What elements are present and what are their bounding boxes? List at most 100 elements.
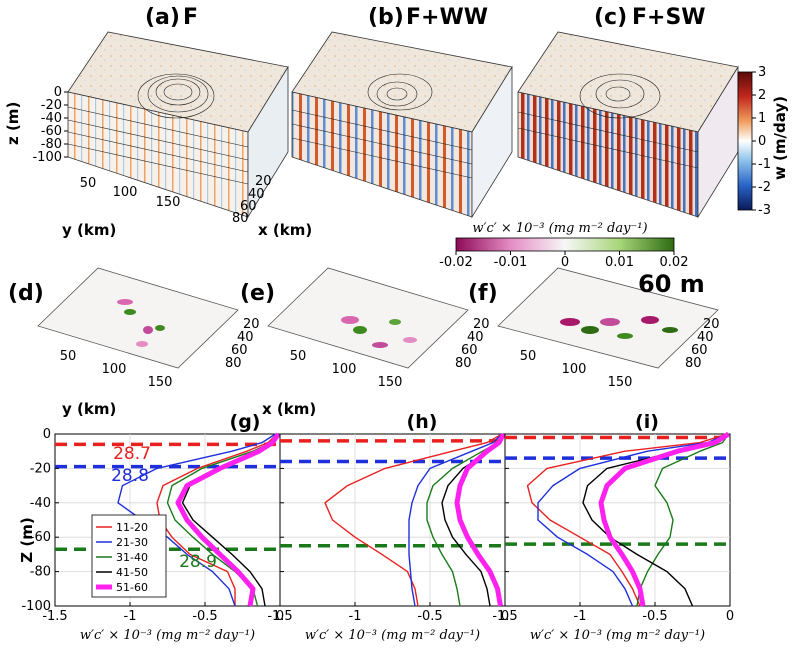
w-tick-label: 1 xyxy=(758,111,766,126)
flux-tick-label: 0.01 xyxy=(605,255,634,270)
depth-label: 60 m xyxy=(638,270,705,298)
panel-flux-d xyxy=(37,267,239,369)
z-tick-label: -60 xyxy=(41,124,62,139)
series-line-51-60 xyxy=(454,432,506,607)
x-tick-label: -1.5 xyxy=(267,609,292,624)
flux-x-tick: 60 xyxy=(691,343,708,358)
panel-flux-f xyxy=(497,267,719,369)
flux-x-tick: 60 xyxy=(461,343,478,358)
panel-d-label: (d) xyxy=(8,281,44,306)
y-tick-label: 100 xyxy=(113,185,138,200)
flux-colorbar-label: w′c′ × 10⁻³ (mg m⁻² day⁻¹) xyxy=(472,221,647,236)
x-tick-label: -1.5 xyxy=(42,609,67,624)
profile-panel-g: (g) -1.5 -1 -0.5 0 0 -20 -40 -60 -80 -100 w′c′ × 10… xyxy=(21,411,284,643)
w-tick-label: 2 xyxy=(758,88,766,103)
w-colorbar-label: w (m/day) xyxy=(771,96,789,180)
profile-x-label: w′c′ × 10⁻³ (mg m⁻² day⁻¹) xyxy=(530,628,705,643)
panel-flux-e xyxy=(267,267,469,369)
x-tick-label: 60 xyxy=(240,199,257,214)
flux-y-tick: 100 xyxy=(562,362,587,377)
profile-panel-label: (i) xyxy=(635,411,659,433)
flux-plane-f xyxy=(497,267,719,369)
z-tick-label: 0 xyxy=(54,85,62,100)
legend: 11-20 21-30 31-40 41-50 51-60 xyxy=(91,514,167,598)
isopycnal-label: 28.7 xyxy=(113,444,151,464)
z-axis-label: z (m) xyxy=(4,102,22,145)
flux-x-tick: 60 xyxy=(231,343,248,358)
z-tick-label: -40 xyxy=(41,111,62,126)
panel-f-label: (f) xyxy=(468,281,498,306)
contour-lines xyxy=(291,73,473,179)
legend-item-label: 21-30 xyxy=(116,536,148,549)
legend-item-label: 41-50 xyxy=(116,566,148,579)
isopycnal-label: 28.8 xyxy=(111,466,149,486)
legend-item-label: 11-20 xyxy=(116,521,148,534)
flux-y-tick: 100 xyxy=(332,362,357,377)
flux-x-tick: 40 xyxy=(237,330,254,345)
flux-x-tick: 20 xyxy=(243,317,260,332)
flux-tick-label: 0.02 xyxy=(660,255,689,270)
x-tick-label: 80 xyxy=(232,211,249,226)
x-tick-label: 0 xyxy=(726,609,734,624)
panel-a-label: (a) xyxy=(145,5,180,30)
flux-x-tick: 80 xyxy=(685,356,702,371)
flux-blobs-d xyxy=(117,299,165,347)
profile-panel-h: (h) -1.5 -1 -0.5 0 w′c′ × 10⁻³ (mg m⁻² day⁻¹) xyxy=(267,411,509,643)
x-tick-label: -1 xyxy=(574,609,587,624)
flux-blobs-e xyxy=(341,316,417,348)
x-axis-label: x (km) xyxy=(258,221,312,239)
panel-3d-c xyxy=(517,31,739,219)
flux-x-tick: 40 xyxy=(697,330,714,345)
profile-x-label: w′c′ × 10⁻³ (mg m⁻² day⁻¹) xyxy=(305,628,480,643)
w-colorbar-ticks: 3 2 1 0 -1 -2 -3 xyxy=(752,65,771,218)
flux-y-tick: 100 xyxy=(102,362,127,377)
w-tick-label: -1 xyxy=(758,157,771,172)
flux-plane-d xyxy=(37,267,239,369)
w-colorbar xyxy=(737,71,753,211)
block-side-face xyxy=(247,65,289,219)
series-line-51-60 xyxy=(598,431,730,607)
profile-panel-label: (h) xyxy=(407,411,438,433)
z-axis-ticks: 0-20-40-60-80-100 xyxy=(32,85,68,165)
series-line-31-40 xyxy=(636,433,730,607)
flux-tick-label: -0.02 xyxy=(439,255,473,270)
flux-x-tick: 80 xyxy=(455,356,472,371)
legend-item-label: 51-60 xyxy=(116,581,148,594)
flux-x-tick: 80 xyxy=(225,356,242,371)
y-axis-ticks: 50 100 150 xyxy=(80,176,181,210)
panel-b-label: (b) xyxy=(368,5,404,30)
y-tick-label: 150 xyxy=(156,195,181,210)
series-line-21-30 xyxy=(408,433,503,607)
profile-panel-i: (i) -1.5 -1 -0.5 0 w′c′ × 10⁻³ (mg m⁻² day⁻¹) xyxy=(492,411,734,643)
profile-x-label: w′c′ × 10⁻³ (mg m⁻² day⁻¹) xyxy=(80,628,255,643)
flux-x-tick: 20 xyxy=(473,317,490,332)
z-tick-label: -80 xyxy=(41,137,62,152)
flux-tick-label: 0 xyxy=(561,255,569,270)
panel-c-title: F+SW xyxy=(632,5,706,30)
flux-colorbar-ticks: -0.02 -0.01 0 0.01 0.02 xyxy=(439,251,688,270)
y-tick-label: -80 xyxy=(30,565,51,580)
y-tick-label: -100 xyxy=(21,599,51,614)
x-tick-label: 0 xyxy=(501,609,509,624)
y-tick-label: 50 xyxy=(80,176,97,191)
plot-area xyxy=(279,433,506,607)
y-tick-label: 0 xyxy=(43,427,51,442)
series-line-21-30 xyxy=(537,433,728,607)
x-tick-label: -1 xyxy=(124,609,137,624)
w-tick-label: 0 xyxy=(758,134,766,149)
flux-plane-e xyxy=(267,267,469,369)
panel-3d-a xyxy=(67,31,289,219)
x-tick-label: 0 xyxy=(276,609,284,624)
series-line-51-60 xyxy=(175,432,281,607)
flux-y-tick: 50 xyxy=(60,349,77,364)
flux-x-tick: 40 xyxy=(467,330,484,345)
contour-lines xyxy=(67,73,249,185)
isopycnal-label: 28.9 xyxy=(179,552,217,572)
panel-3d-b xyxy=(291,31,513,219)
x-tick-label: -1.5 xyxy=(492,609,517,624)
panel-b-title: F+WW xyxy=(406,5,488,30)
x-tick-label: -0.5 xyxy=(642,609,667,624)
profile-panel-label: (g) xyxy=(230,411,261,433)
